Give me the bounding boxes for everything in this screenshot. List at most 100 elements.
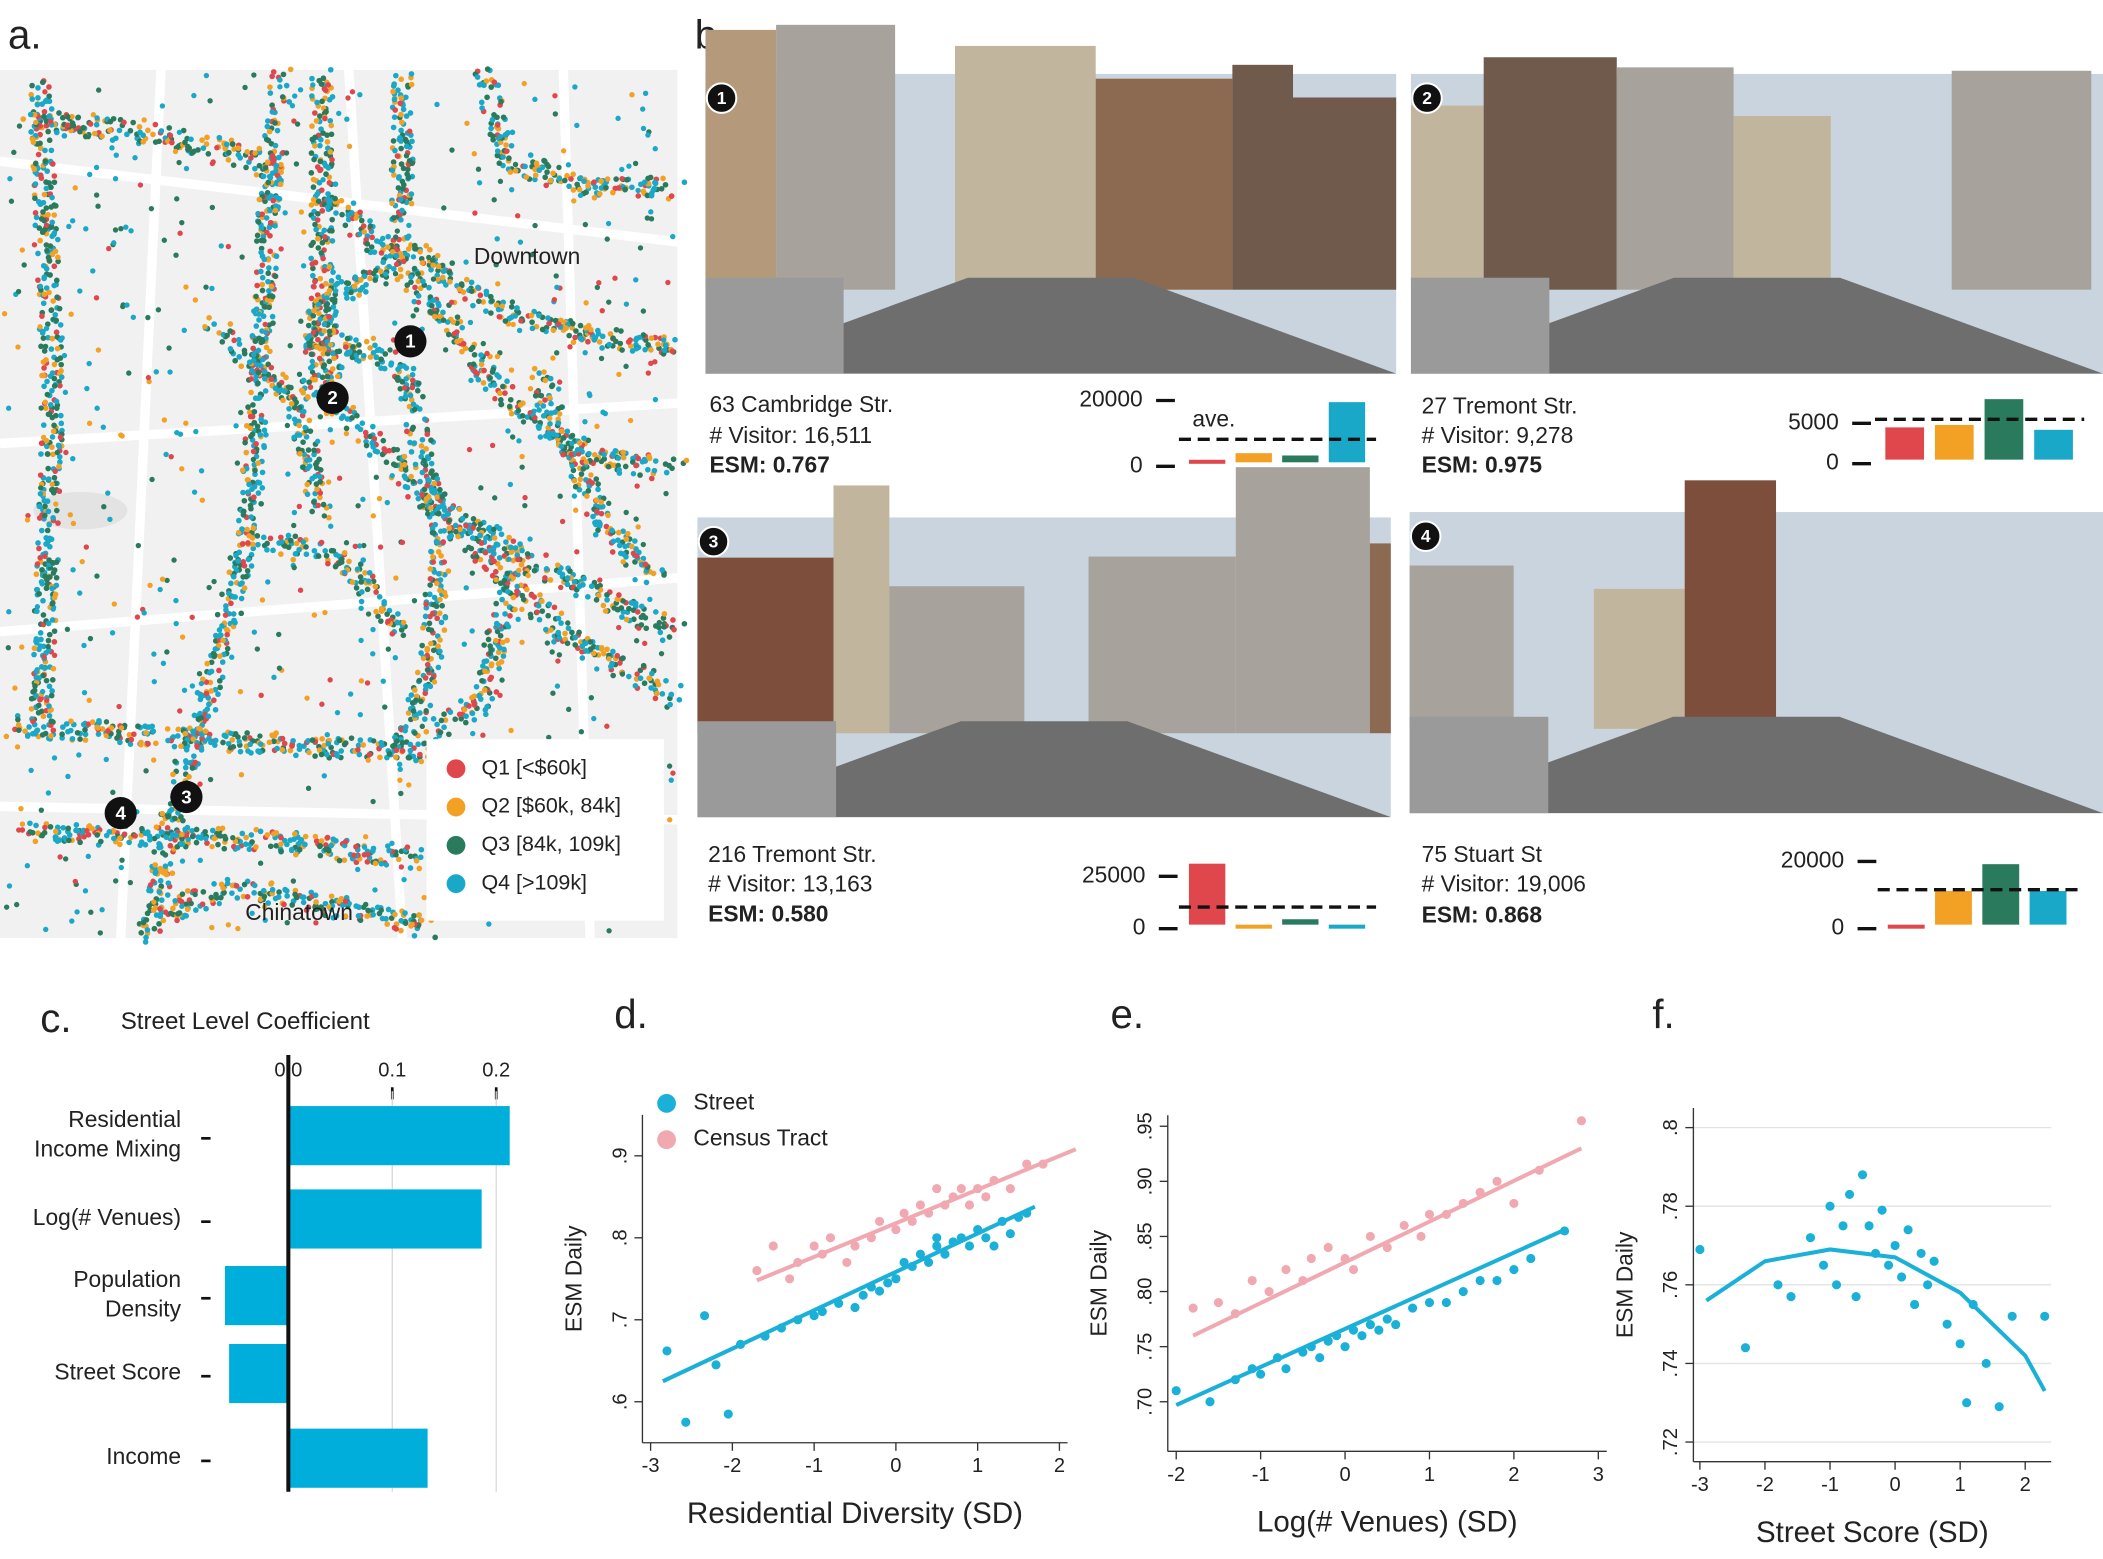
map-dot (321, 227, 328, 234)
map-dot (392, 320, 398, 326)
map-dot (244, 148, 251, 155)
map-dot (292, 93, 298, 99)
map-dot (161, 417, 168, 423)
map-dot (321, 267, 328, 274)
map-dot (32, 838, 39, 845)
map-dot (36, 590, 42, 597)
map-dot (246, 409, 253, 416)
map-dot (39, 688, 46, 695)
map-dot (496, 555, 503, 561)
map-dot (278, 539, 285, 545)
map-dot (532, 172, 539, 179)
map-dot (668, 691, 675, 698)
map-dot (269, 109, 276, 115)
map-dot (260, 313, 267, 320)
map-dot (135, 542, 142, 549)
map-dot (45, 465, 52, 472)
map-dot (85, 853, 92, 860)
map-dot (434, 721, 440, 728)
map-dot (46, 631, 53, 638)
map-dot (330, 547, 337, 554)
map-dot (151, 651, 157, 657)
map-dot (315, 210, 321, 217)
map-dot (642, 346, 648, 353)
map-dot (527, 152, 534, 158)
map-dot (312, 833, 319, 840)
map-dot (145, 740, 151, 747)
map-dot (306, 308, 312, 315)
map-dot (652, 695, 659, 702)
map-dot (136, 124, 143, 130)
map-dot (399, 539, 406, 546)
map-dot (466, 703, 472, 709)
map-dot (206, 670, 213, 676)
map-dot (296, 404, 303, 411)
map-dot (384, 921, 391, 927)
map-dot (405, 493, 411, 500)
map-dot (137, 182, 144, 188)
map-dot (50, 161, 56, 167)
map-dot (175, 726, 182, 733)
map-dot (252, 338, 259, 345)
map-dot (189, 614, 195, 620)
map-dot (501, 577, 508, 584)
map-dot (315, 198, 322, 205)
map-dot (174, 196, 180, 202)
map-dot (48, 346, 55, 352)
map-dot (264, 547, 270, 553)
map-dot (661, 347, 668, 354)
map-dot (94, 573, 100, 579)
map-dot (182, 139, 188, 146)
map-dot (321, 346, 328, 352)
map-dot (560, 435, 567, 441)
map-dot (407, 865, 414, 871)
map-dot (487, 293, 494, 300)
map-dot (313, 226, 319, 233)
map-dot (384, 843, 391, 849)
map-dot (55, 254, 61, 261)
map-dot (258, 268, 264, 275)
map-dot (486, 547, 493, 554)
map-dot (661, 611, 668, 617)
map-dot (652, 359, 658, 365)
map-dot (427, 683, 434, 690)
map-dot (195, 834, 202, 840)
map-dot (577, 476, 584, 483)
map-dot (398, 466, 405, 473)
map-dot (415, 495, 422, 502)
map-dot (506, 534, 512, 541)
map-dot (248, 750, 254, 756)
map-dot (35, 94, 41, 101)
map-dot (610, 452, 616, 458)
map-dot (126, 731, 133, 738)
map-dot (398, 145, 404, 152)
map-dot (38, 527, 45, 534)
map-dot (158, 868, 165, 875)
map-dot (3, 733, 10, 740)
map-dot (398, 395, 404, 402)
map-dot (36, 503, 43, 510)
map-dot (44, 576, 50, 583)
map-dot (219, 339, 226, 345)
map-dot (206, 735, 212, 742)
map-dot (67, 727, 74, 734)
map-dot (496, 313, 503, 320)
map-dot (418, 758, 425, 765)
map-dot (318, 136, 324, 143)
map-dot (392, 911, 398, 918)
map-dot (206, 584, 212, 591)
map-dot (262, 375, 268, 382)
map-dot (236, 738, 242, 745)
map-dot (428, 470, 434, 476)
map-dot (457, 526, 463, 533)
map-dot (489, 557, 496, 564)
map-dot (259, 281, 266, 288)
map-dot (463, 276, 470, 283)
map-dot (311, 283, 317, 290)
map-dot (534, 402, 540, 408)
map-dot (51, 361, 58, 368)
map-dot (370, 798, 376, 805)
map-park (33, 491, 128, 530)
map-dot (481, 687, 488, 693)
map-dot (214, 144, 220, 151)
